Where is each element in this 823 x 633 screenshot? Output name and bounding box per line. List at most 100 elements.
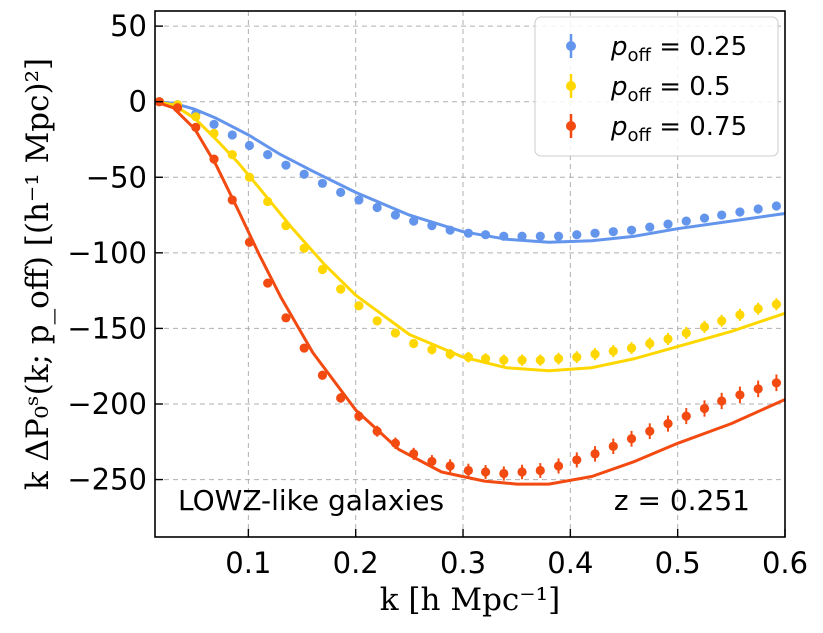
legend-value: = 0.75	[651, 112, 747, 142]
data-point	[626, 343, 637, 353]
y-axis-label: k ΔP₀ˢ(k; p_off) [(h⁻¹ Mpc)²]	[20, 58, 56, 490]
data-point	[209, 154, 219, 164]
data-point	[463, 465, 473, 476]
data-point	[244, 140, 255, 151]
data-point	[172, 103, 183, 113]
data-point	[663, 219, 673, 229]
data-point	[608, 441, 618, 451]
data-point	[626, 434, 637, 444]
data-point	[572, 230, 582, 240]
legend-frame	[534, 16, 779, 157]
legend-marker	[566, 81, 576, 91]
data-point	[409, 216, 419, 226]
data-point	[717, 396, 727, 406]
data-point	[336, 187, 346, 197]
legend-marker	[566, 121, 576, 131]
data-point	[590, 228, 600, 238]
data-point	[354, 195, 364, 205]
data-point	[517, 231, 527, 241]
data-point	[390, 438, 401, 448]
data-point	[517, 355, 527, 365]
data-point	[445, 461, 455, 471]
data-point	[354, 301, 364, 311]
data-point	[681, 216, 691, 226]
data-point	[590, 349, 600, 359]
legend-symbol: p	[610, 32, 628, 62]
y-tick-label: 50	[110, 9, 147, 43]
data-point	[645, 426, 655, 436]
data-point	[517, 467, 527, 477]
data-point	[281, 313, 291, 323]
data-point	[427, 221, 437, 231]
data-point	[244, 172, 255, 182]
data-point	[409, 449, 419, 459]
data-point	[317, 370, 328, 380]
y-tick-label: −50	[86, 160, 147, 194]
data-point	[771, 299, 782, 309]
data-point	[463, 352, 473, 362]
y-tick-label: 0	[129, 85, 147, 119]
data-point	[663, 419, 673, 429]
data-point	[281, 221, 291, 231]
x-tick-label: 0.2	[333, 546, 379, 580]
data-point	[553, 461, 564, 471]
data-point	[409, 338, 419, 349]
data-point	[753, 384, 763, 394]
data-point	[699, 403, 710, 414]
data-point	[535, 355, 545, 365]
x-tick-label: 0.5	[655, 546, 701, 580]
x-tick-label: 0.1	[225, 546, 271, 580]
data-point	[572, 352, 582, 362]
legend-item-1: poff = 0.25	[566, 32, 747, 66]
data-point	[699, 213, 710, 223]
data-point	[263, 278, 273, 288]
data-point	[427, 456, 437, 467]
data-point	[336, 393, 346, 403]
legend-symbol: p	[610, 112, 628, 142]
data-point	[735, 207, 745, 217]
y-tick-label: −200	[67, 387, 147, 421]
legend-label: poff = 0.5	[610, 72, 731, 106]
data-point	[463, 228, 473, 238]
data-point	[445, 225, 455, 235]
series-layer	[154, 97, 786, 486]
data-point	[227, 195, 237, 205]
data-point	[553, 231, 564, 241]
data-point	[480, 354, 491, 364]
data-point	[645, 222, 655, 232]
data-point	[317, 178, 328, 188]
data-point	[499, 355, 509, 365]
data-point	[209, 119, 219, 129]
data-point	[445, 349, 455, 359]
data-point	[191, 112, 201, 122]
data-point	[299, 169, 309, 179]
data-point	[191, 122, 201, 132]
legend-label: poff = 0.75	[610, 112, 747, 146]
data-point	[663, 334, 673, 344]
data-point	[626, 225, 637, 235]
data-point	[771, 201, 782, 211]
x-tick-label: 0.6	[762, 546, 808, 580]
data-point	[499, 231, 509, 241]
data-point	[535, 231, 545, 241]
data-point	[699, 322, 710, 332]
data-point	[553, 354, 564, 364]
legend-value: = 0.25	[651, 32, 747, 62]
legend-subscript: off	[628, 125, 652, 146]
data-point	[372, 202, 382, 213]
y-tick-label: −150	[67, 311, 147, 345]
data-point	[372, 316, 382, 326]
legend-value: = 0.5	[651, 72, 731, 102]
model-line	[154, 100, 786, 486]
legend-symbol: p	[610, 72, 628, 102]
data-point	[209, 128, 219, 139]
legend-subscript: off	[628, 85, 652, 106]
data-point	[499, 468, 509, 479]
data-point	[771, 378, 782, 388]
y-tick-label: −100	[67, 236, 147, 270]
data-point	[681, 328, 691, 338]
data-point	[299, 243, 309, 253]
x-tick-label: 0.3	[440, 546, 486, 580]
